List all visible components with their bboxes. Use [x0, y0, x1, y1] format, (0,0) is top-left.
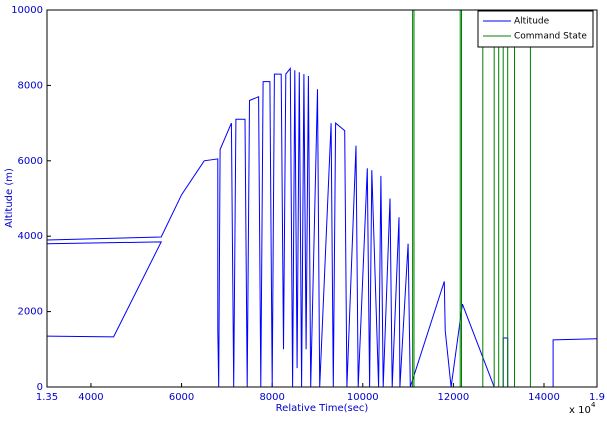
- y-tick-label: 10000: [11, 5, 43, 16]
- legend-label: Altitude: [514, 17, 550, 27]
- legend-label: Command State: [514, 32, 587, 42]
- legend: Altitude Command State: [477, 10, 594, 48]
- x-exponent: 4: [591, 401, 596, 409]
- y-tick-label: 4000: [18, 231, 43, 242]
- lines: [47, 10, 597, 387]
- plot-frame: [46, 9, 598, 388]
- x-exponent-base: x 10: [569, 405, 591, 416]
- y-axis-label: Altitude (m): [4, 168, 15, 228]
- x-tick-label: 12000: [437, 392, 469, 403]
- legend-box: [477, 10, 594, 48]
- x-axis-label: Relative Time(sec): [276, 403, 369, 414]
- y-tick-label: 2000: [18, 307, 43, 318]
- x-tick-label: 10000: [347, 392, 379, 403]
- y-tick-label: 0: [37, 382, 43, 393]
- y-tick-label: 6000: [18, 156, 43, 167]
- ticks: 1.35 4000 6000 8000 10000 12000 14000 1.9 0 2000 4…: [11, 5, 605, 403]
- x-tick-label: 1.9: [589, 392, 605, 403]
- x-tick-label: 14000: [528, 392, 560, 403]
- x-tick-label: 4000: [78, 392, 103, 403]
- series-line: [47, 66, 597, 387]
- x-tick-label: 8000: [259, 392, 284, 403]
- x-tick-label: 6000: [169, 392, 194, 403]
- y-tick-label: 8000: [18, 80, 43, 91]
- x-tick-label: 1.35: [36, 392, 58, 403]
- series-line: [47, 10, 597, 387]
